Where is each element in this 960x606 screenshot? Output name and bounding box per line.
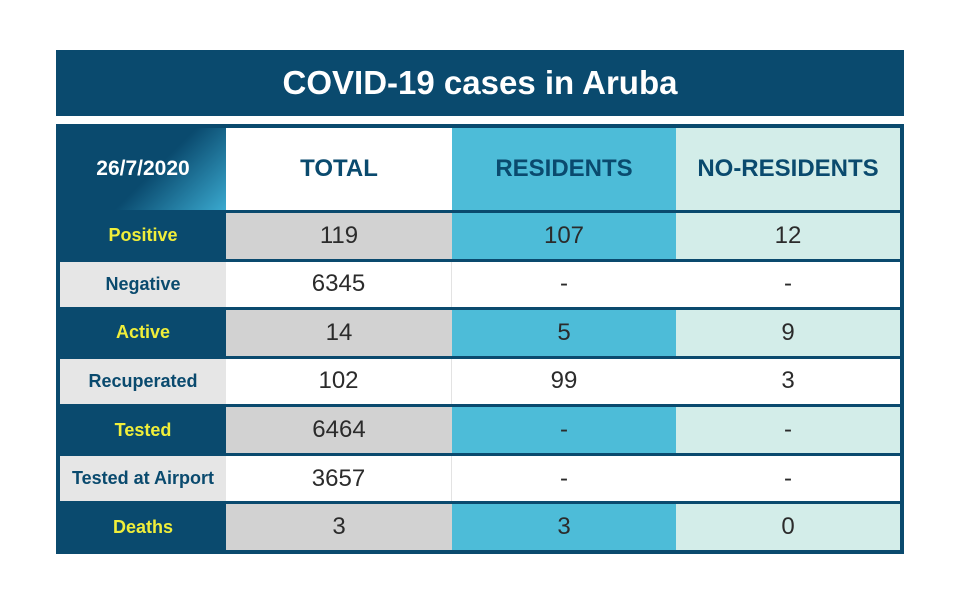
cases-table: 26/7/2020 TOTAL RESIDENTS NO-RESIDENTS P…	[56, 124, 904, 554]
cell-no-residents: -	[676, 455, 900, 502]
cell-no-residents: 12	[676, 213, 900, 259]
cell-no-residents: -	[676, 261, 900, 308]
column-header-total: TOTAL	[226, 128, 452, 210]
row-label: Active	[60, 310, 226, 356]
cell-total: 3657	[226, 455, 452, 502]
cell-residents: -	[452, 407, 676, 453]
cell-residents: -	[452, 455, 676, 502]
cell-total: 3	[226, 504, 452, 550]
row-label: Recuperated	[60, 358, 226, 405]
report-date: 26/7/2020	[60, 128, 226, 210]
cell-total: 6464	[226, 407, 452, 453]
cases-table-grid: 26/7/2020 TOTAL RESIDENTS NO-RESIDENTS P…	[60, 128, 900, 550]
column-header-no-residents: NO-RESIDENTS	[676, 128, 900, 210]
cell-residents: 5	[452, 310, 676, 356]
cell-no-residents: -	[676, 407, 900, 453]
row-label: Deaths	[60, 504, 226, 550]
page-title: COVID-19 cases in Aruba	[56, 50, 904, 116]
cell-total: 119	[226, 213, 452, 259]
column-header-residents: RESIDENTS	[452, 128, 676, 210]
cell-residents: 107	[452, 213, 676, 259]
row-label: Positive	[60, 213, 226, 259]
cell-no-residents: 0	[676, 504, 900, 550]
cell-residents: -	[452, 261, 676, 308]
cell-residents: 3	[452, 504, 676, 550]
cell-residents: 99	[452, 358, 676, 405]
cell-total: 102	[226, 358, 452, 405]
cell-total: 14	[226, 310, 452, 356]
row-label: Negative	[60, 261, 226, 308]
row-label: Tested	[60, 407, 226, 453]
cell-no-residents: 3	[676, 358, 900, 405]
cell-no-residents: 9	[676, 310, 900, 356]
cell-total: 6345	[226, 261, 452, 308]
row-label: Tested at Airport	[60, 455, 226, 502]
